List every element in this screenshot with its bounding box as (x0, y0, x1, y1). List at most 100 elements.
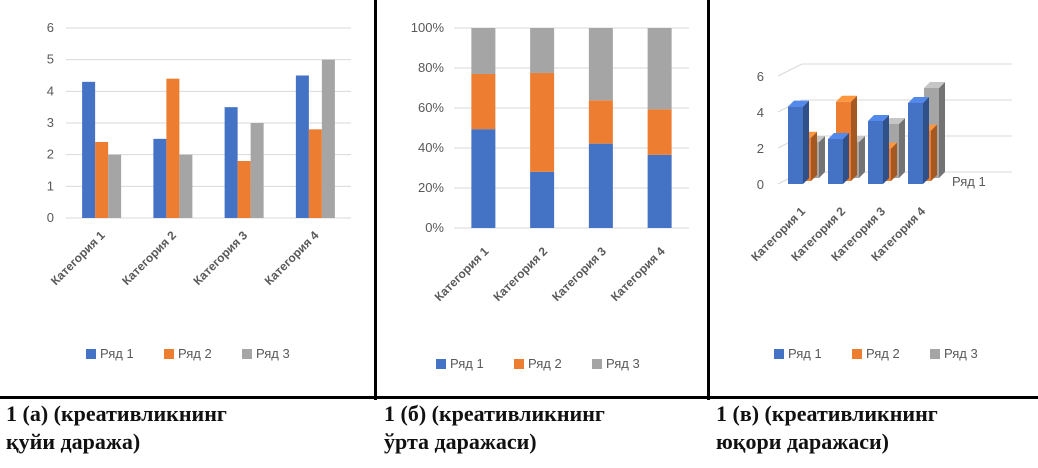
chart-b-y-tick-2: 40% (418, 140, 444, 155)
chart-a-bar-s2-c3 (237, 161, 251, 218)
chart-b-legend-label-2: Ряд 2 (528, 356, 562, 371)
chart-a-category-label-4: Категория 4 (262, 228, 322, 288)
chart-a-bar-s3-c3 (250, 123, 264, 218)
chart-a-clustered-bar: 0 1 2 3 4 5 6 Категория 1 Категория 2 Категория 3… (47, 20, 351, 361)
panel-divider-right (707, 0, 710, 400)
chart-c-y-tick-3: 6 (757, 69, 764, 84)
chart-c-bar-s1-c4 (908, 103, 923, 184)
panel-divider-left (374, 0, 377, 400)
chart-c-bar-s3-c3-side (899, 118, 905, 178)
chart-a-y-tick-6: 6 (47, 20, 54, 35)
chart-c-bar-s3-c2-side (859, 136, 865, 178)
chart-b-bar-s1-c4 (647, 154, 672, 228)
chart-a-bar-s1-c1 (82, 81, 96, 218)
chart-b-bar-s1-c3 (588, 143, 613, 228)
chart-c-bar-s1-c4-side (923, 97, 929, 184)
chart-a-bar-s3-c2 (179, 154, 193, 218)
caption-c-line1: 1 (в) (креативликнинг (716, 401, 938, 426)
chart-c-bar-s2-c2-top (836, 95, 857, 102)
chart-a-y-tick-5: 5 (47, 52, 54, 67)
chart-c-legend-swatch-3 (930, 349, 940, 359)
chart-b-y-tick-0: 0% (425, 220, 444, 235)
chart-c-y-tick-2: 4 (757, 105, 764, 120)
caption-b-line2: ўрта даражаси) (384, 429, 537, 454)
chart-a-y-tick-1: 1 (47, 178, 54, 193)
chart-b-category-label-2: Категория 2 (490, 244, 550, 304)
chart-c-gridline-3 (777, 63, 1012, 77)
chart-b-bar-s1-c2 (530, 171, 555, 228)
chart-b-bar-s2-c3 (588, 100, 613, 144)
chart-a-legend-swatch-3 (242, 349, 252, 359)
chart-c-legend-label-3: Ряд 3 (944, 346, 978, 361)
chart-c-bar-s1-c2-side (843, 133, 849, 184)
chart-c-legend-swatch-2 (852, 349, 862, 359)
chart-b-bar-s3-c1 (471, 28, 496, 74)
chart-b-legend-label-1: Ряд 1 (450, 356, 484, 371)
chart-b-y-tick-4: 80% (418, 60, 444, 75)
chart-c-bar-s3-c3-top (884, 118, 905, 124)
chart-a-legend-swatch-1 (86, 349, 96, 359)
chart-a-legend-label-2: Ряд 2 (178, 346, 212, 361)
chart-c-depth-label: Ряд 1 (952, 174, 986, 189)
chart-a-bar-s3-c4 (321, 59, 335, 218)
chart-b-legend-label-3: Ряд 3 (606, 356, 640, 371)
chart-c-bar-s3-c1-side (819, 136, 825, 178)
chart-c-bar-s2-c1-side (811, 131, 817, 181)
chart-c-bar-s1-c4-top (908, 97, 929, 103)
chart-b-bar-s3-c2 (530, 28, 555, 73)
chart-b-legend-swatch-3 (592, 359, 602, 369)
caption-b-line1: 1 (б) (креативликнинг (384, 401, 605, 426)
chart-b-bar-s1-c1 (471, 129, 496, 228)
chart-b-category-label-3: Категория 3 (549, 244, 609, 304)
chart-c-y-tick-0: 0 (757, 177, 764, 192)
chart-b-bar-s2-c2 (530, 72, 555, 172)
chart-a-bar-s1-c4 (295, 75, 309, 218)
chart-c-bar-s1-c1 (788, 106, 803, 184)
chart-b-bar-s3-c3 (588, 28, 613, 101)
chart-c-bar-s2-c2-side (851, 95, 857, 181)
chart-a-legend-swatch-2 (164, 349, 174, 359)
chart-c-bar-s3-c4-top (924, 82, 945, 88)
chart-b-y-tick-1: 20% (418, 180, 444, 195)
chart-a-y-tick-4: 4 (47, 83, 54, 98)
chart-b-bar-s2-c4 (647, 109, 672, 155)
chart-c-bar-s1-c2-top (828, 133, 849, 139)
caption-c-line2: юқори даражаси) (716, 429, 889, 454)
chart-c-bar-s1-c3-top (868, 115, 889, 121)
chart-b-legend-swatch-2 (514, 359, 524, 369)
chart-a-bar-s1-c2 (153, 138, 167, 218)
chart-a-bar-s2-c1 (95, 142, 109, 218)
chart-c-bar-s1-c1-top (788, 100, 809, 107)
caption-b: 1 (б) (креативликнинг ўрта даражаси) (384, 400, 605, 456)
chart-a-category-label-1: Категория 1 (48, 228, 108, 288)
chart-a-y-tick-2: 2 (47, 147, 54, 162)
chart-b-category-label-4: Категория 4 (608, 244, 668, 304)
caption-a-line2: қуйи даража) (6, 429, 141, 454)
chart-a-category-label-2: Категория 2 (119, 228, 179, 288)
chart-b-legend-swatch-1 (436, 359, 446, 369)
chart-b-bar-s3-c4 (647, 28, 672, 110)
chart-b-y-tick-3: 60% (418, 100, 444, 115)
chart-c-bar-s1-c3 (868, 121, 883, 184)
chart-a-y-tick-0: 0 (47, 210, 54, 225)
chart-c-y-tick-1: 2 (757, 141, 764, 156)
caption-c: 1 (в) (креативликнинг юқори даражаси) (716, 400, 938, 456)
chart-a-bar-s2-c4 (308, 129, 322, 218)
chart-a-legend-label-1: Ряд 1 (100, 346, 134, 361)
chart-a-legend-label-3: Ряд 3 (256, 346, 290, 361)
chart-c-legend-label-2: Ряд 2 (866, 346, 900, 361)
chart-a-bar-s3-c1 (108, 154, 122, 218)
chart-c-legend-swatch-1 (774, 349, 784, 359)
chart-c-legend-label-1: Ряд 1 (788, 346, 822, 361)
chart-c-bar-s2-c3-side (891, 142, 897, 181)
chart-c-bar-s1-c2 (828, 139, 843, 184)
chart-b-category-label-1: Категория 1 (432, 244, 492, 304)
chart-c-bar-s2-c4-side (931, 124, 937, 181)
chart-a-bar-s1-c3 (224, 107, 238, 218)
chart-b-bar-s2-c1 (471, 73, 496, 130)
chart-a-y-tick-3: 3 (47, 115, 54, 130)
chart-c-bar-s1-c3-side (883, 115, 889, 184)
